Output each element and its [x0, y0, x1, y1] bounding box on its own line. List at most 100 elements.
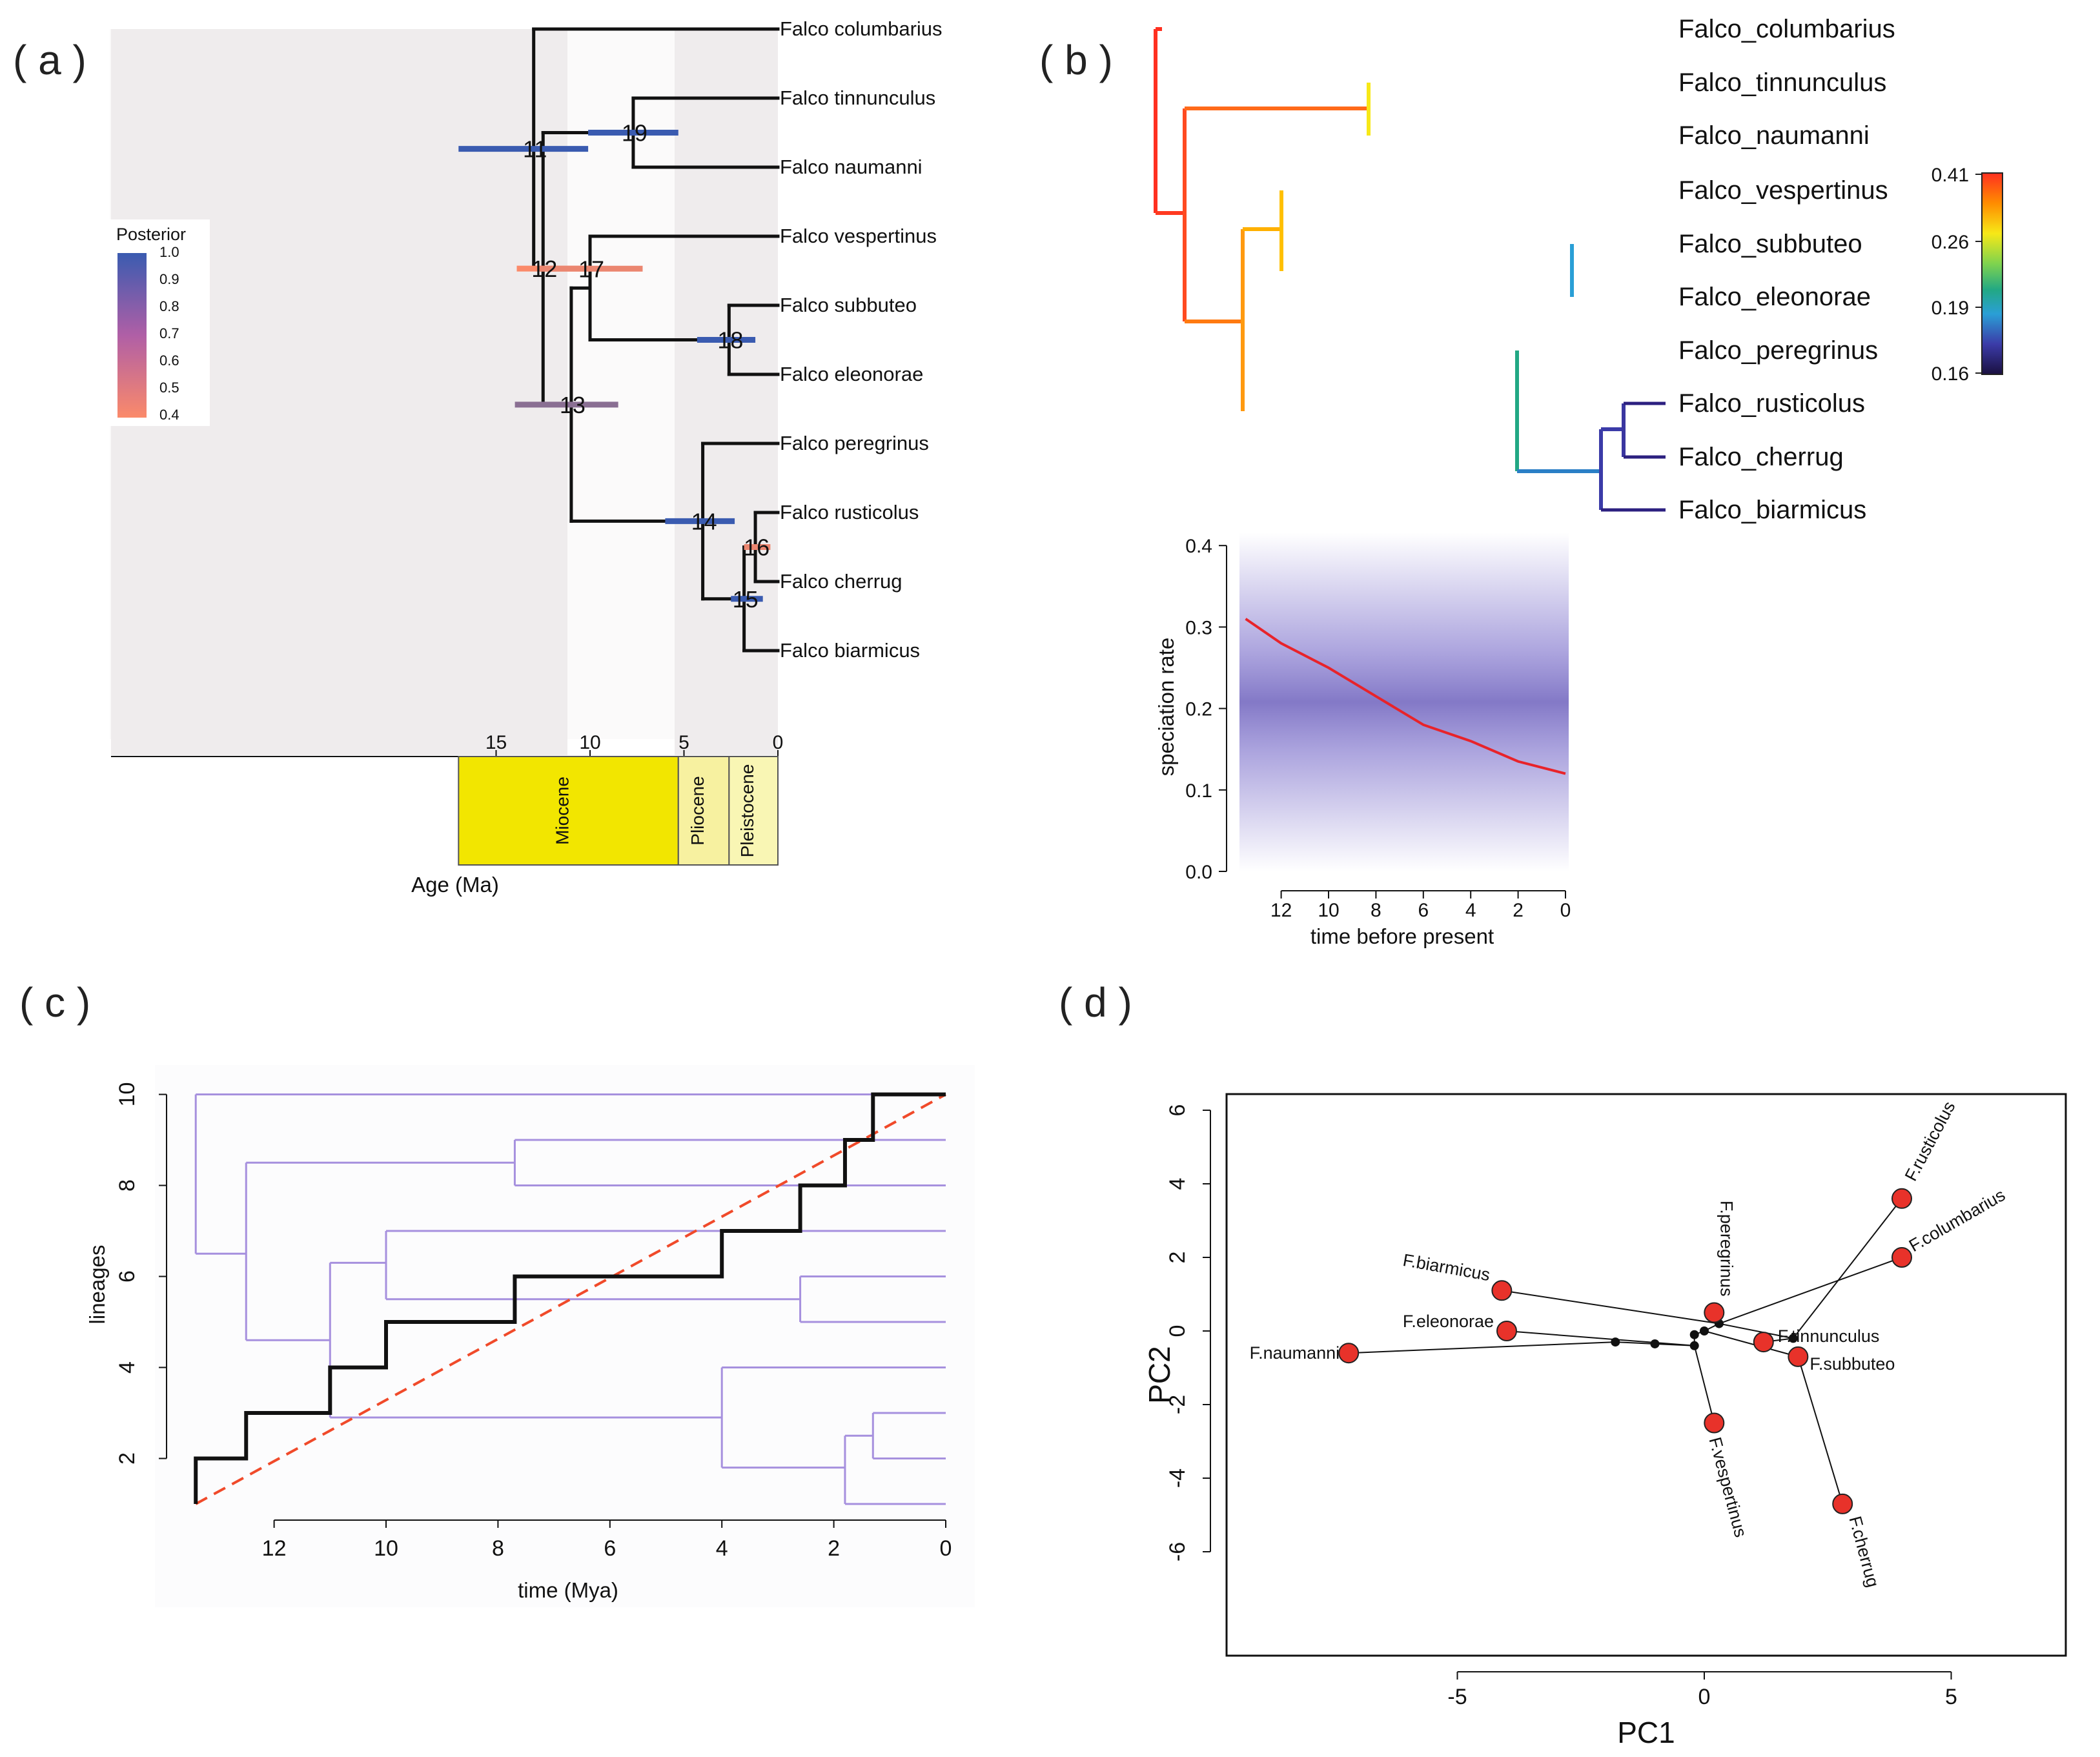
b-tip-label: Falco_cherrug: [1678, 443, 1844, 471]
ltt-step-line: [194, 1092, 946, 1504]
a-tip-labels: Falco columbarius Falco tinnunculus Falco …: [780, 17, 943, 662]
colorbar-ticks: 0.41 0.26 0.19 0.16: [1932, 165, 1982, 385]
d-ytick-label: 0: [1165, 1325, 1190, 1337]
epoch-box-miocene: [458, 756, 679, 866]
b-rate-ytick-label: 0.3: [1185, 617, 1212, 638]
node-label-16: 16: [744, 534, 770, 561]
d-edge: [1615, 1341, 1655, 1345]
node-label-12: 12: [531, 256, 557, 282]
c-axes: 2 4 6 8 10 12 10 8 6 4 2 0: [115, 1082, 952, 1561]
colorbar-tick-label: 0.16: [1932, 363, 1969, 385]
legend-tick: 0.4: [159, 407, 179, 423]
d-edge: [1704, 1330, 1799, 1357]
d-internal-node: [1689, 1330, 1699, 1339]
d-edge: [1797, 1356, 1844, 1505]
d-point-label: F.tinnunculus: [1778, 1326, 1880, 1346]
panel-c: 2 4 6 8 10 12 10 8 6 4 2 0 time (Mya) lineages: [85, 1065, 975, 1607]
a-tip-label: Falco subbuteo: [780, 294, 917, 316]
legend-ticks: 1.0 0.9 0.8 0.7 0.6 0.5 0.4: [159, 244, 179, 423]
d-xtick-label: -5: [1447, 1685, 1467, 1709]
b-tip-label: Falco_naumanni: [1678, 121, 1870, 150]
node-label-14: 14: [691, 508, 717, 534]
a-tip-label: Falco tinnunculus: [780, 86, 935, 109]
b-rate-xtick-label: 0: [1560, 900, 1571, 921]
d-axes: 6 4 2 0 -2 -4 -6 -5 0 5: [1165, 1104, 1957, 1709]
a-xlabel: Age (Ma): [411, 873, 499, 897]
a-axis-tick-label: 0: [773, 732, 784, 753]
panel-label-c: ( c ): [19, 979, 90, 1026]
d-edge: [1792, 1198, 1902, 1339]
node-label-11: 11: [523, 136, 547, 163]
d-internal-node: [1700, 1326, 1709, 1336]
c-ytick-label: 6: [115, 1270, 139, 1283]
legend-tick: 0.6: [159, 352, 179, 369]
panel-c-bg: [155, 1065, 975, 1607]
c-lineage-tree: [194, 1093, 946, 1505]
b-rate-ytick-label: 0.0: [1185, 862, 1212, 883]
b-rate-ytick-label: 0.1: [1185, 780, 1212, 802]
d-ytick-label: 6: [1165, 1104, 1190, 1117]
node-label-19: 19: [622, 120, 647, 147]
d-point: [1704, 1302, 1725, 1323]
epoch-label-pliocene: Pliocene: [688, 776, 708, 845]
node-label-18: 18: [717, 327, 743, 354]
d-point: [1338, 1343, 1360, 1364]
d-xtick-label: 5: [1945, 1685, 1957, 1709]
a-tip-label: Falco columbarius: [780, 17, 943, 40]
legend-title: Posterior: [116, 225, 186, 244]
colorbar-gradient: [1981, 172, 2003, 375]
colorbar-tick-label: 0.26: [1932, 232, 1969, 253]
legend-tick: 1.0: [159, 244, 179, 260]
b-tip-label: Falco_peregrinus: [1678, 336, 1878, 365]
a-tip-label: Falco peregrinus: [780, 432, 929, 454]
c-ytick-label: 4: [115, 1361, 139, 1374]
a-tip-label: Falco eleonorae: [780, 363, 923, 385]
d-point-label: F.biarmicus: [1402, 1250, 1492, 1285]
a-tip-label: Falco cherrug: [780, 570, 902, 593]
legend-tick: 0.7: [159, 325, 179, 341]
pleistocene-band: [675, 29, 778, 755]
c-xtick-label: 10: [374, 1536, 398, 1561]
d-ytick-label: 2: [1165, 1252, 1190, 1264]
a-tip-label: Falco biarmicus: [780, 639, 920, 662]
d-edge: [1693, 1345, 1715, 1423]
a-axis-tick-label: 10: [579, 732, 600, 753]
b-rate-xtick-label: 8: [1371, 900, 1381, 921]
b-rate-xtick-label: 10: [1318, 900, 1339, 921]
b-rate-axes: 0.0 0.1 0.2 0.3 0.4 12 10 8 6 4 2 0: [1185, 536, 1571, 921]
d-point-label: F.subbuteo: [1809, 1354, 1895, 1374]
d-point: [1496, 1321, 1517, 1341]
d-ytick-label: -4: [1165, 1468, 1190, 1488]
node-label-17: 17: [578, 256, 604, 282]
d-edge: [1349, 1341, 1616, 1354]
b-rate-xtick-label: 4: [1465, 900, 1476, 921]
b-rate-xtick-label: 2: [1513, 900, 1524, 921]
epoch-box-pleistocene: [728, 756, 779, 866]
b-rate-xlabel: time before present: [1310, 924, 1494, 948]
b-tip-label: Falco_columbarius: [1678, 15, 1895, 43]
epoch-label-pleistocene: Pleistocene: [737, 764, 757, 858]
d-point: [1491, 1280, 1513, 1301]
d-edge: [1506, 1330, 1695, 1346]
d-edges: [1349, 1198, 1902, 1505]
c-xtick-label: 6: [604, 1536, 616, 1561]
a-tip-label: Falco naumanni: [780, 156, 923, 178]
a-tip-label: Falco rusticolus: [780, 501, 919, 523]
d-point: [1891, 1247, 1912, 1268]
c-ylabel: lineages: [85, 1245, 109, 1325]
d-point-label: F.vespertinus: [1706, 1435, 1751, 1539]
b-tip-labels: Falco_columbarius Falco_tinnunculus Falco_…: [1678, 15, 1895, 524]
c-xlabel: time (Mya): [518, 1578, 618, 1602]
b-rate-ylabel: speciation rate: [1154, 638, 1178, 777]
node-label-15: 15: [733, 586, 759, 613]
d-internal-node: [1650, 1339, 1660, 1348]
c-ytick-label: 8: [115, 1179, 139, 1192]
d-xlabel: PC1: [1617, 1716, 1675, 1749]
d-point-label: F.peregrinus: [1717, 1201, 1736, 1297]
panel-label-a: ( a ): [13, 37, 87, 83]
d-point-label: F.cherrug: [1845, 1514, 1882, 1589]
b-tip-label: Falco_rusticolus: [1678, 389, 1865, 418]
b-rate-xtick-label: 6: [1418, 900, 1429, 921]
